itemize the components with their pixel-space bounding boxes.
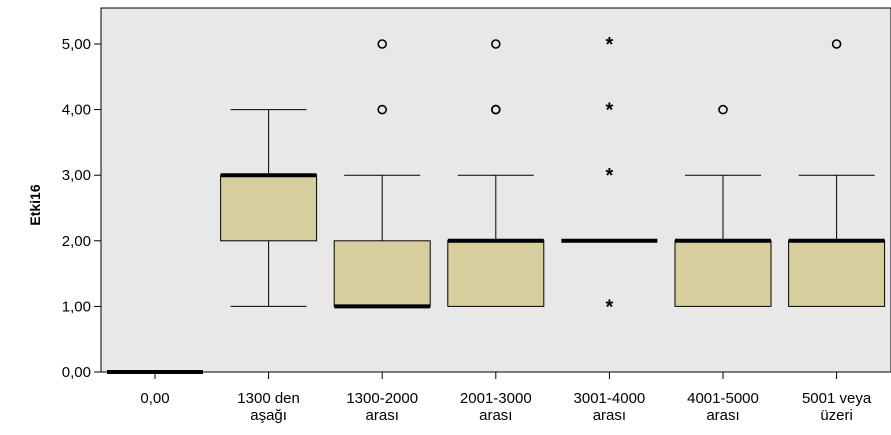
box (447, 240, 545, 307)
y-tick-label: 2,00 (62, 233, 91, 250)
x-category-label: 1300 den (237, 390, 300, 407)
y-tick-label: 4,00 (62, 102, 91, 119)
x-category-label: 3001-4000 (574, 390, 646, 407)
box (674, 240, 772, 307)
x-category-label: arası (706, 407, 739, 424)
x-category-label: 0,00 (140, 390, 169, 407)
extreme-marker: * (606, 100, 614, 122)
outlier-marker (831, 39, 842, 49)
x-category-label: arası (593, 407, 626, 424)
outlier-marker (377, 104, 388, 115)
y-tick-label: 0,00 (62, 364, 91, 381)
x-category-label: üzeri (820, 407, 853, 424)
y-axis: 0,00 1,00 2,00 3,00 4,00 5,00 (62, 36, 101, 381)
extreme-marker: * (606, 165, 614, 187)
x-category-label: 1300-2000 (346, 390, 418, 407)
box-group (447, 39, 545, 307)
x-category-label: arası (479, 407, 512, 424)
box-group (674, 104, 772, 307)
extreme-marker: * (606, 296, 614, 318)
x-category-label: 2001-3000 (460, 390, 532, 407)
outlier-marker (377, 39, 388, 49)
x-category-label: aşağı (250, 407, 287, 424)
extreme-marker: * (606, 34, 614, 56)
boxes-layer: * * * * (107, 34, 886, 374)
outlier-marker (490, 39, 501, 49)
y-axis-label: Etki16 (27, 184, 43, 225)
box (333, 240, 431, 307)
x-category-label: 5001 veya (802, 390, 872, 407)
x-category-label: 4001-5000 (687, 390, 759, 407)
outlier-marker (718, 104, 728, 115)
box (788, 240, 886, 307)
box-group (333, 39, 431, 309)
box (220, 174, 318, 242)
outlier-marker (490, 104, 501, 115)
box-group (788, 39, 886, 307)
y-tick-label: 5,00 (62, 36, 91, 53)
x-axis: 0,00 1300 denaşağı1300-2000arası2001-3000… (140, 372, 872, 424)
x-category-label: arası (366, 407, 399, 424)
y-tick-label: 3,00 (62, 167, 91, 184)
box-group (220, 109, 318, 307)
y-tick-label: 1,00 (62, 298, 91, 315)
box-group: * * * * (561, 34, 658, 318)
